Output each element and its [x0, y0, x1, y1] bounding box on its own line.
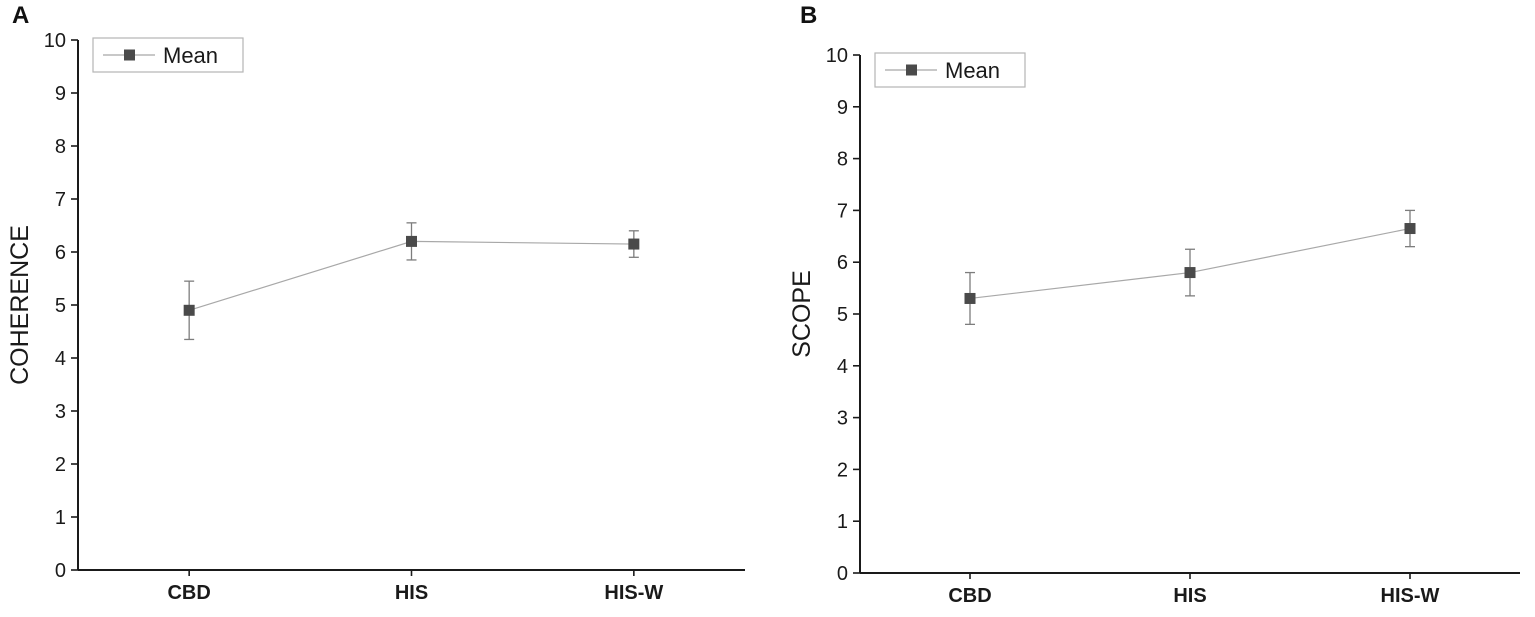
- x-tick-label: HIS: [1173, 585, 1206, 607]
- y-axis-title: SCOPE: [788, 270, 816, 358]
- y-tick-label: 9: [837, 97, 848, 119]
- y-tick-label: 9: [55, 83, 66, 105]
- x-tick-label: CBD: [948, 585, 991, 607]
- y-tick-label: 4: [55, 348, 66, 370]
- y-axis-title: COHERENCE: [6, 225, 34, 385]
- panel-b: B 0 1 2 3 4 5 6 7 8 9 10 CBD HIS HIS-W SCOPE Mean: [765, 0, 1535, 617]
- legend-marker: [124, 49, 135, 61]
- x-tick-label: HIS-W: [1381, 585, 1440, 607]
- y-tick-label: 8: [837, 149, 848, 171]
- y-tick-label: 1: [837, 511, 848, 533]
- x-tick-label: HIS: [395, 582, 428, 604]
- data-point-marker: [183, 304, 195, 316]
- y-tick-label: 6: [55, 242, 66, 264]
- y-tick-label: 8: [55, 136, 66, 158]
- y-tick-label: 0: [55, 560, 66, 582]
- y-tick-label: 3: [55, 401, 66, 423]
- data-point-marker: [1184, 267, 1196, 279]
- y-tick-label: 6: [837, 252, 848, 274]
- y-tick-label: 5: [837, 304, 848, 326]
- y-tick-label: 3: [837, 408, 848, 430]
- y-tick-label: 2: [837, 459, 848, 481]
- y-tick-label: 7: [837, 200, 848, 222]
- x-tick-label: CBD: [167, 582, 210, 604]
- y-tick-label: 10: [826, 45, 848, 67]
- y-tick-label: 1: [55, 507, 66, 529]
- panel-a: A 0 1 2 3 4 5 6 7 8 9 10 CBD HIS HIS-W COHERENCE Mean: [0, 0, 765, 617]
- data-point-marker: [1404, 223, 1416, 235]
- data-point-marker: [628, 238, 640, 250]
- panel-b-label: B: [800, 2, 818, 29]
- y-tick-label: 2: [55, 454, 66, 476]
- y-tick-label: 10: [44, 30, 66, 52]
- coherence-chart: 0 1 2 3 4 5 6 7 8 9 10 CBD HIS HIS-W COHERENCE Mean: [6, 30, 745, 604]
- scope-chart: 0 1 2 3 4 5 6 7 8 9 10 CBD HIS HIS-W SCOPE Mean: [788, 45, 1520, 607]
- y-tick-label: 5: [55, 295, 66, 317]
- data-point-marker: [964, 292, 976, 304]
- x-tick-label: HIS-W: [604, 582, 663, 604]
- data-point-marker: [406, 235, 417, 247]
- y-tick-label: 4: [837, 356, 848, 378]
- y-tick-label: 0: [837, 563, 848, 585]
- legend-label: Mean: [945, 58, 1000, 83]
- panel-a-label: A: [12, 2, 30, 29]
- legend-marker: [906, 64, 917, 76]
- legend-label: Mean: [163, 43, 218, 68]
- y-tick-label: 7: [55, 189, 66, 211]
